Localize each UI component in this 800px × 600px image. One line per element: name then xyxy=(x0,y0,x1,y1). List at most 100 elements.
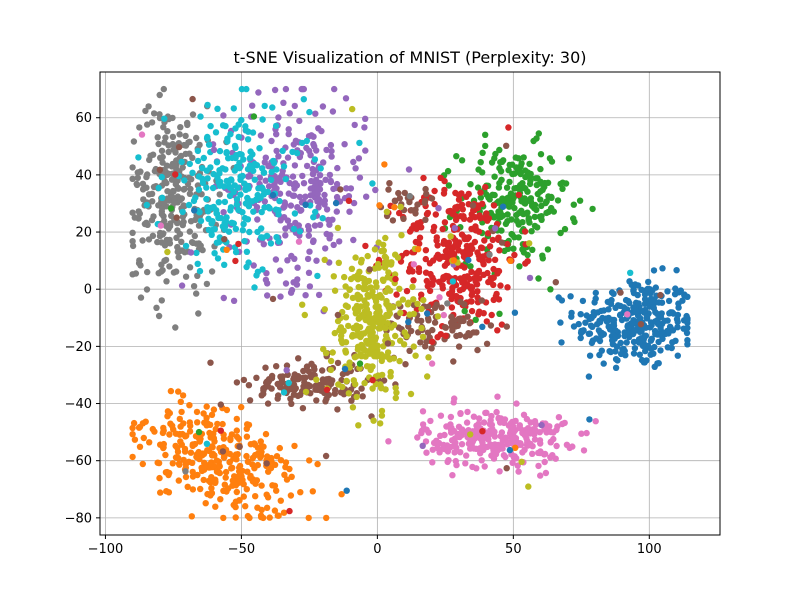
data-point xyxy=(209,184,217,192)
data-point xyxy=(160,124,167,131)
data-point xyxy=(598,332,605,339)
data-point xyxy=(222,166,229,173)
data-point xyxy=(200,450,208,457)
data-point xyxy=(617,339,624,347)
data-point xyxy=(305,232,312,239)
data-point xyxy=(453,332,460,340)
data-point xyxy=(403,332,410,340)
data-point xyxy=(414,434,421,441)
data-point xyxy=(131,436,139,443)
data-point xyxy=(164,188,171,195)
data-point xyxy=(259,185,266,193)
data-point xyxy=(139,460,146,468)
data-point xyxy=(524,258,531,265)
data-point xyxy=(156,111,163,118)
data-point xyxy=(457,213,464,220)
data-point xyxy=(227,131,234,138)
data-point xyxy=(636,339,643,346)
data-point xyxy=(188,176,195,183)
data-point xyxy=(454,430,461,438)
data-point xyxy=(210,462,217,470)
data-point xyxy=(163,488,170,495)
data-point xyxy=(457,315,464,322)
data-point xyxy=(415,246,422,253)
data-point xyxy=(160,85,167,93)
data-point xyxy=(279,147,286,154)
data-point xyxy=(637,321,645,328)
data-point xyxy=(279,171,286,178)
data-point xyxy=(288,473,295,480)
data-point xyxy=(390,321,398,329)
data-point xyxy=(247,148,254,155)
data-point xyxy=(511,170,518,177)
data-point xyxy=(260,443,267,450)
data-point xyxy=(167,205,175,212)
data-point xyxy=(161,217,168,225)
data-point xyxy=(420,296,427,304)
data-point xyxy=(434,313,442,320)
data-point xyxy=(254,216,261,223)
data-point xyxy=(194,272,201,279)
data-point xyxy=(367,332,374,339)
data-point xyxy=(213,207,220,214)
data-point xyxy=(632,281,639,288)
data-point xyxy=(160,199,167,207)
data-point xyxy=(289,148,296,156)
data-point xyxy=(179,392,187,399)
data-point xyxy=(166,469,173,477)
data-point xyxy=(567,293,574,300)
data-point xyxy=(664,288,671,295)
data-point xyxy=(259,266,266,273)
data-point xyxy=(305,226,313,234)
data-point xyxy=(432,211,439,218)
data-point xyxy=(129,164,136,171)
data-point xyxy=(292,385,299,392)
data-point xyxy=(355,422,362,429)
data-point xyxy=(210,146,218,154)
data-point xyxy=(296,117,303,125)
data-point xyxy=(134,174,141,181)
data-point xyxy=(303,162,311,170)
data-point xyxy=(144,121,151,128)
data-point xyxy=(356,360,364,367)
data-point xyxy=(422,255,429,263)
data-point xyxy=(306,283,314,290)
data-point xyxy=(298,139,306,147)
data-point xyxy=(449,472,456,479)
data-point xyxy=(139,186,147,193)
data-point xyxy=(515,234,522,241)
data-point xyxy=(511,309,519,316)
data-point xyxy=(523,415,531,423)
data-point xyxy=(358,385,365,392)
data-point xyxy=(418,324,425,332)
data-point xyxy=(216,191,223,198)
data-point xyxy=(644,285,651,292)
data-point xyxy=(513,217,520,224)
data-point xyxy=(279,373,286,380)
data-point xyxy=(296,193,304,201)
data-point xyxy=(325,216,332,224)
data-point xyxy=(511,453,518,460)
data-point xyxy=(382,386,389,393)
data-point xyxy=(186,428,194,435)
data-point xyxy=(451,224,458,232)
data-point xyxy=(140,434,147,442)
data-point xyxy=(442,324,449,331)
data-point xyxy=(385,438,392,445)
data-point xyxy=(299,374,307,381)
data-point xyxy=(163,179,170,187)
data-point xyxy=(136,124,143,131)
data-point xyxy=(179,208,186,216)
data-point xyxy=(193,408,201,416)
data-point xyxy=(487,441,494,448)
data-point xyxy=(158,210,166,218)
data-point xyxy=(222,122,229,130)
data-point xyxy=(262,177,269,184)
data-point xyxy=(409,283,416,291)
y-tick-label: −60 xyxy=(65,454,92,469)
data-point xyxy=(469,245,476,252)
data-point xyxy=(497,159,504,166)
data-point xyxy=(414,300,421,308)
data-point xyxy=(494,327,501,334)
data-point xyxy=(305,514,312,522)
